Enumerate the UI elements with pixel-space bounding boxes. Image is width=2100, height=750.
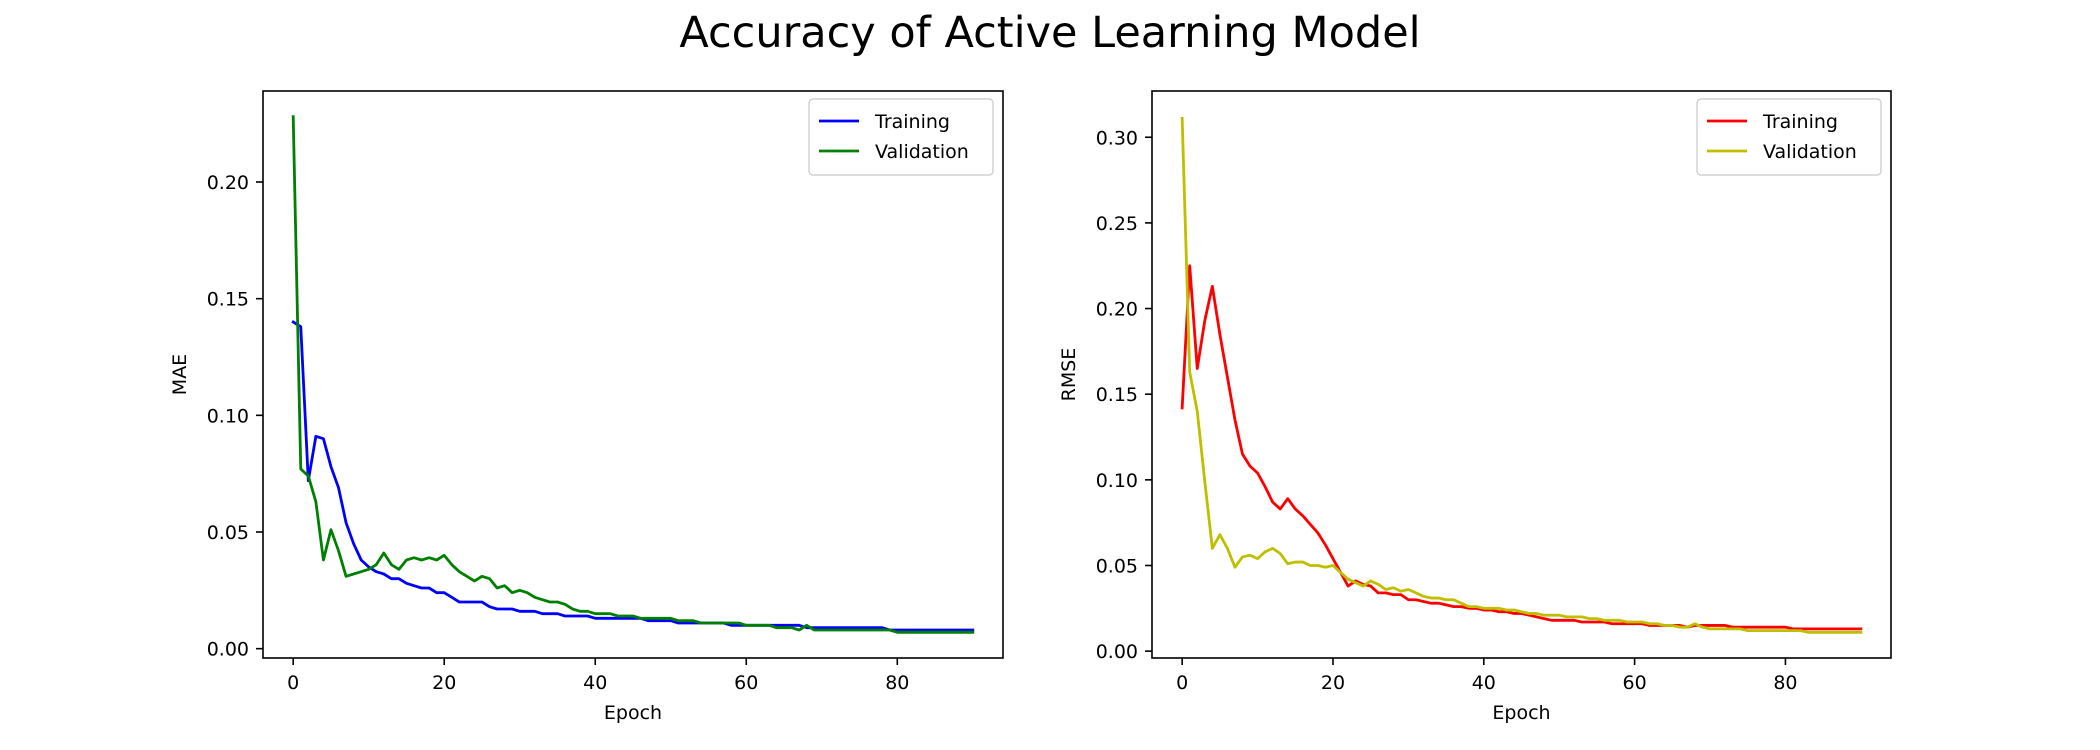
x-tick-label: 20 bbox=[432, 672, 456, 694]
x-tick-label: 0 bbox=[1176, 672, 1188, 694]
x-axis-label: Epoch bbox=[1492, 702, 1550, 724]
legend-label-training: Training bbox=[874, 111, 950, 133]
y-tick-label: 0.00 bbox=[1096, 641, 1138, 663]
mae-plot: 0 20 40 60 80 0.00 0.05 0.10 0.15 0.20 Epoch MAE Tra… bbox=[169, 90, 1004, 724]
x-tick-label: 40 bbox=[1472, 672, 1496, 694]
y-tick-label: 0.15 bbox=[207, 289, 249, 311]
y-tick-label: 0.20 bbox=[1096, 299, 1138, 321]
series-line-training bbox=[291, 320, 975, 632]
x-tick-label: 60 bbox=[734, 672, 758, 694]
legend: Training Validation bbox=[1696, 98, 1882, 176]
x-tick-label: 0 bbox=[287, 672, 299, 694]
series-line-validation bbox=[1180, 116, 1863, 634]
y-tick-label: 0.30 bbox=[1096, 127, 1138, 149]
x-tick-label: 20 bbox=[1321, 672, 1345, 694]
axes-frame bbox=[262, 90, 1004, 659]
y-tick-label: 0.05 bbox=[1096, 555, 1138, 577]
legend-label-validation: Validation bbox=[875, 141, 969, 163]
x-tick-label: 80 bbox=[1773, 672, 1797, 694]
x-tick-label: 60 bbox=[1623, 672, 1647, 694]
legend-box bbox=[808, 98, 994, 176]
y-tick-label: 0.10 bbox=[1096, 470, 1138, 492]
series-line-training bbox=[1180, 264, 1863, 631]
x-tick-label: 80 bbox=[885, 672, 909, 694]
y-tick-label: 0.15 bbox=[1096, 384, 1138, 406]
y-tick-label: 0.05 bbox=[207, 522, 249, 544]
x-tick-label: 40 bbox=[583, 672, 607, 694]
axes-frame bbox=[1151, 90, 1892, 659]
x-axis-label: Epoch bbox=[604, 702, 662, 724]
legend: Training Validation bbox=[808, 98, 994, 176]
y-tick-label: 0.00 bbox=[207, 639, 249, 661]
y-tick-label: 0.10 bbox=[207, 405, 249, 427]
y-axis-label: RMSE bbox=[1058, 348, 1080, 402]
legend-box bbox=[1696, 98, 1882, 176]
y-tick-label: 0.25 bbox=[1096, 213, 1138, 235]
y-tick-label: 0.20 bbox=[207, 172, 249, 194]
rmse-plot: 0 20 40 60 80 0.00 0.05 0.10 0.15 0.20 0.25 0.30 Epo… bbox=[1058, 90, 1892, 724]
series-line-validation bbox=[291, 115, 975, 634]
y-axis-label: MAE bbox=[169, 354, 191, 395]
legend-label-training: Training bbox=[1762, 111, 1838, 133]
legend-label-validation: Validation bbox=[1763, 141, 1857, 163]
figure-title: Accuracy of Active Learning Model bbox=[679, 8, 1421, 58]
